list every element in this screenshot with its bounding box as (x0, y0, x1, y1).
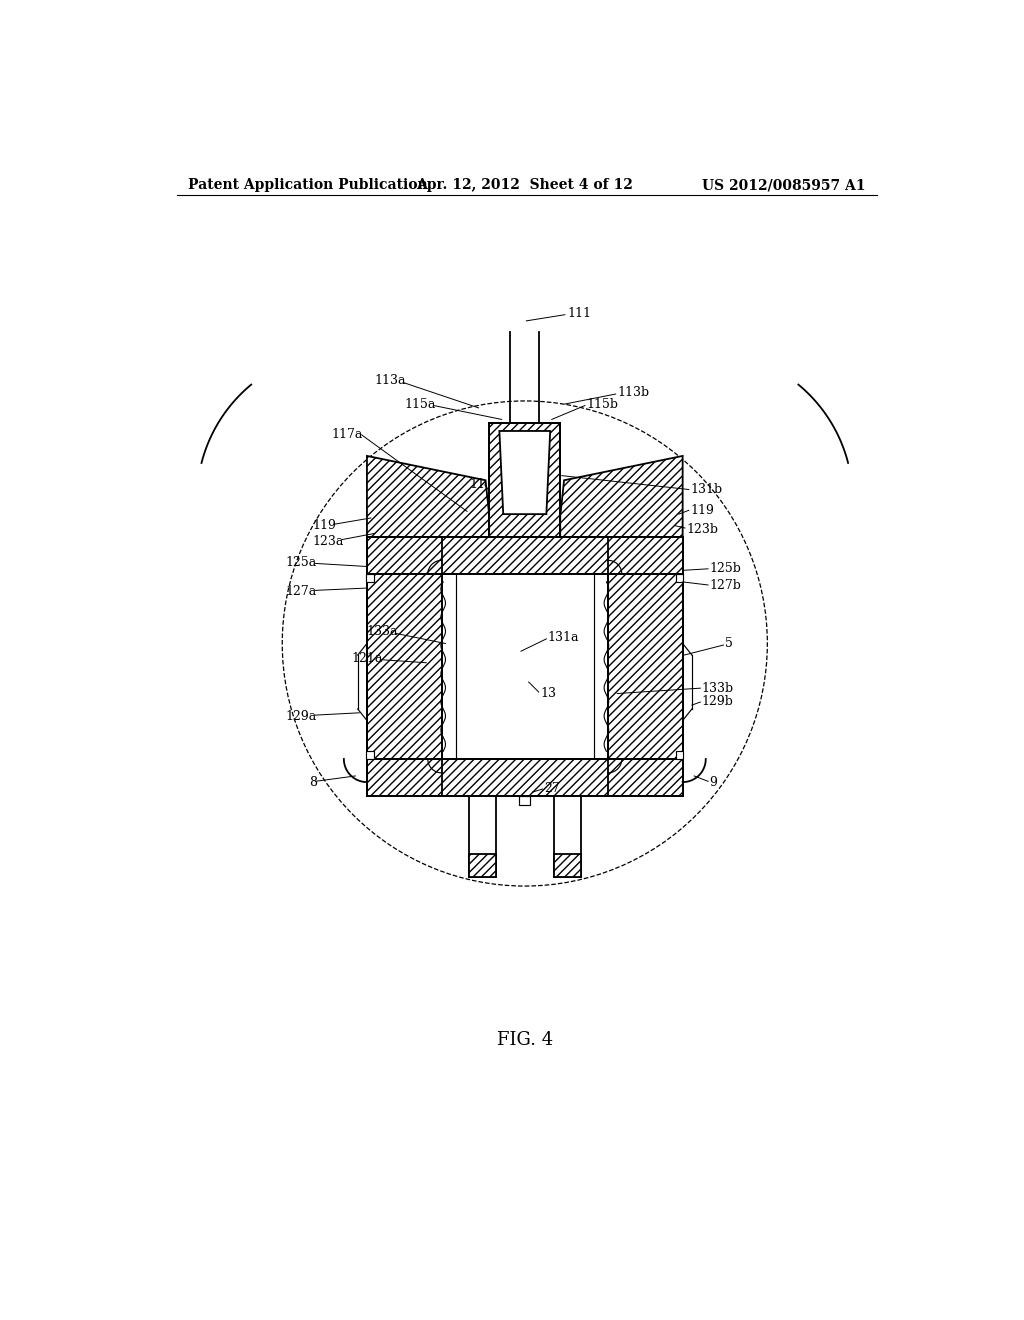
Polygon shape (500, 430, 550, 515)
Polygon shape (367, 455, 489, 537)
Text: Apr. 12, 2012  Sheet 4 of 12: Apr. 12, 2012 Sheet 4 of 12 (417, 178, 633, 193)
Bar (367, 537, 683, 574)
Bar (441, 574, 608, 759)
Bar (519, 796, 530, 805)
Text: 5: 5 (725, 638, 733, 649)
Bar (676, 574, 683, 582)
Text: 125b: 125b (710, 561, 741, 574)
Text: 119: 119 (312, 519, 336, 532)
Text: 13: 13 (541, 686, 556, 700)
Text: 129b: 129b (701, 694, 734, 708)
Bar (608, 574, 683, 759)
Text: FIG. 4: FIG. 4 (497, 1031, 553, 1049)
Text: 11: 11 (469, 478, 485, 491)
Text: 123a: 123a (312, 535, 344, 548)
Text: 123b: 123b (686, 523, 719, 536)
Text: 113b: 113b (617, 385, 649, 399)
Text: 9: 9 (710, 776, 718, 788)
Text: Patent Application Publication: Patent Application Publication (188, 178, 428, 193)
Bar (367, 751, 374, 759)
Text: 133a: 133a (367, 626, 397, 639)
Bar (367, 574, 374, 582)
Text: 131a: 131a (548, 631, 580, 644)
Bar (554, 796, 581, 876)
Text: 27: 27 (544, 781, 560, 795)
Bar (489, 424, 560, 537)
Polygon shape (560, 455, 683, 537)
Text: 115a: 115a (404, 397, 436, 411)
Text: 127b: 127b (710, 579, 741, 593)
Bar (676, 751, 683, 759)
Text: 115b: 115b (587, 397, 618, 411)
Bar (367, 574, 441, 759)
Text: US 2012/0085957 A1: US 2012/0085957 A1 (702, 178, 866, 193)
Text: 133b: 133b (701, 681, 734, 694)
Bar (469, 854, 496, 876)
Bar (367, 759, 683, 796)
Text: 8: 8 (309, 776, 316, 788)
Text: 119: 119 (690, 504, 714, 517)
Text: 129a: 129a (286, 710, 316, 723)
Text: 131b: 131b (690, 483, 723, 496)
Text: 111: 111 (567, 306, 591, 319)
Text: 113a: 113a (374, 375, 406, 388)
Bar (469, 796, 496, 876)
Text: 127a: 127a (286, 585, 316, 598)
Text: 121a: 121a (351, 652, 382, 665)
Bar (554, 854, 581, 876)
Text: 125a: 125a (286, 556, 316, 569)
Text: 117a: 117a (332, 428, 364, 441)
